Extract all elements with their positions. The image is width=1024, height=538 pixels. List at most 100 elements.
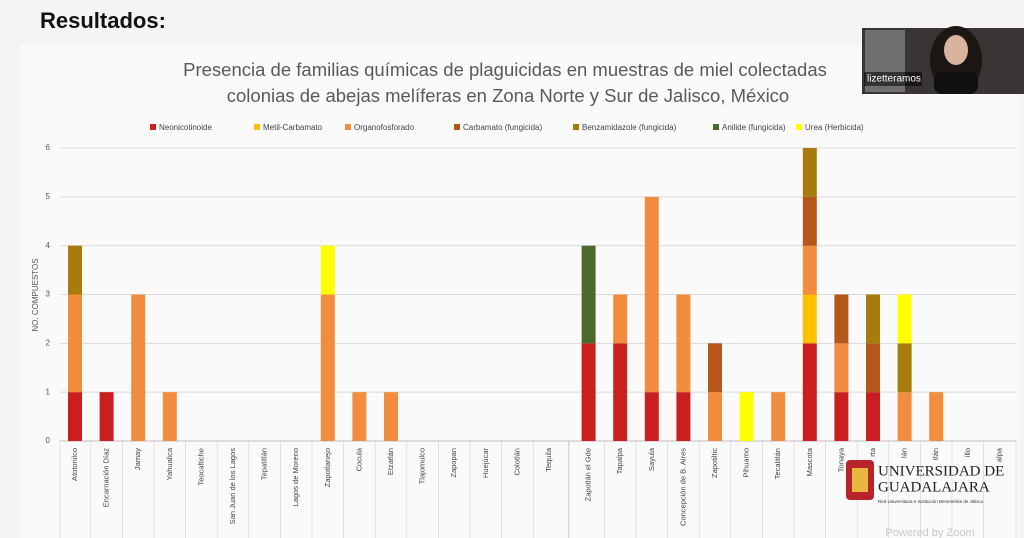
x-tick-label: Etzatlán: [386, 448, 395, 475]
watermark: Powered by Zoom: [885, 527, 974, 538]
x-tick-label: alpa: [994, 447, 1003, 462]
bar-segment: [131, 294, 146, 441]
x-tick-label: Jamay: [133, 448, 142, 470]
x-tick-label: Zapotiltic: [710, 448, 719, 478]
bar-segment: [802, 196, 817, 246]
bar-segment: [708, 392, 722, 441]
bar-segment: [834, 343, 849, 393]
x-tick-label: San Juan de los Lagos: [228, 448, 237, 525]
webcam-face: [944, 35, 968, 65]
legend-swatch: [454, 124, 460, 130]
x-tick-label: Mascota: [805, 447, 814, 476]
x-tick-label: Zapopan: [449, 448, 458, 478]
x-tick-label: Tequila: [544, 447, 553, 472]
legend-label: Carbamato (fungicida): [463, 123, 542, 132]
slide-heading: Resultados:: [40, 8, 166, 33]
x-tick-label: Encarnación Díaz: [102, 448, 111, 507]
bar-segment: [384, 392, 398, 441]
bar-segment: [708, 343, 722, 393]
x-tick-label: lán: [900, 448, 909, 458]
x-tick-label: Atotonilco: [70, 448, 79, 481]
bar-segment: [581, 343, 596, 441]
bar-segment: [771, 392, 786, 441]
x-tick-label: Yahualica: [165, 447, 174, 480]
y-tick-label: 0: [46, 436, 51, 445]
legend-swatch: [796, 124, 802, 130]
bar-segment: [866, 294, 880, 344]
x-tick-label: Lagos de Moreno: [291, 448, 300, 506]
bar-segment: [897, 392, 912, 441]
bar-segment: [613, 343, 628, 441]
bar-segment: [834, 294, 849, 344]
legend-label: Neonicotinoide: [159, 123, 212, 132]
x-tick-label: Tapalpa: [615, 447, 624, 474]
x-tick-label: rta: [868, 447, 877, 457]
x-tick-label: tlán: [931, 448, 940, 460]
bar-segment: [320, 294, 335, 441]
x-tick-label: Sayula: [647, 447, 656, 471]
legend-swatch: [345, 124, 351, 130]
bar-segment: [866, 392, 880, 441]
y-tick-label: 4: [46, 241, 51, 250]
legend-swatch: [713, 124, 719, 130]
plot: 0 1 2 3 4 5 6 Neonicotinoide Metil-Carbamato Orga…: [46, 123, 1017, 538]
bar-segment: [644, 196, 659, 393]
bar-segment: [897, 294, 912, 344]
participant-name: lizetteramos: [867, 74, 921, 85]
bar-segment: [802, 343, 817, 441]
legend-label: Organofosforado: [354, 123, 415, 132]
logo-tagline: Red Universitaria e Institución Beneméri…: [878, 499, 984, 504]
bar-segment: [676, 294, 691, 393]
bar-segment: [802, 294, 817, 344]
bar-segment: [834, 392, 849, 441]
legend-swatch: [254, 124, 260, 130]
legend-label: Metil-Carbamato: [263, 123, 323, 132]
bar-segment: [929, 392, 944, 441]
x-tick-label: illo: [963, 448, 972, 457]
chart-title: colonias de abejas melíferas en Zona Nor…: [227, 85, 789, 106]
x-tick-label: Pihuamo: [742, 448, 751, 478]
bar-segment: [99, 392, 114, 441]
x-tick-label: Tecalitlán: [773, 448, 782, 479]
logo-text: GUADALAJARA: [878, 479, 990, 495]
x-tick-label: Zapotlán el Gde: [584, 448, 593, 501]
bar-segment: [162, 392, 177, 441]
x-tick-label: Cocula: [354, 447, 363, 471]
webcam-body: [934, 72, 978, 94]
legend-swatch: [150, 124, 156, 130]
bar-segment: [866, 343, 880, 393]
y-tick-label: 1: [46, 387, 51, 396]
bar-segment: [581, 245, 596, 344]
bar-segment: [352, 392, 367, 441]
legend-label: Urea (Herbicida): [805, 123, 864, 132]
y-tick-label: 3: [46, 290, 51, 299]
bar-segment: [644, 392, 659, 441]
y-tick-label: 6: [46, 143, 51, 152]
x-tick-label: Tlajomulco: [418, 448, 427, 484]
x-tick-label: Tepatitlán: [260, 448, 269, 480]
bar-segment: [68, 245, 82, 295]
legend-label: Benzamidazole (fungicida): [582, 123, 677, 132]
bar-segment: [676, 392, 691, 441]
legend-label: Anilide (fungicida): [722, 123, 786, 132]
y-tick-label: 2: [46, 338, 51, 347]
bar-segment: [802, 148, 817, 197]
bar-segment: [802, 245, 817, 295]
x-tick-label: Concepción de B. Aires: [678, 448, 687, 526]
x-tick-label: Teocaltiche: [196, 448, 205, 486]
logo: UNIVERSIDAD DE GUADALAJARA Red Universit…: [846, 460, 1004, 504]
webcam: lizetteramos: [862, 26, 1024, 94]
x-tick-label: Zapotlanejo: [323, 448, 332, 487]
x-tick-label: Huejúcar: [481, 447, 490, 478]
x-tick-label: Colotlán: [512, 448, 521, 476]
bar-segment: [739, 392, 754, 441]
logo-text: UNIVERSIDAD DE: [878, 463, 1004, 479]
bar-segment: [68, 294, 82, 393]
y-tick-label: 5: [46, 192, 51, 201]
y-axis-label: NO. COMPUESTOS: [31, 258, 40, 331]
chart-title: Presencia de familias químicas de plagui…: [183, 59, 827, 80]
participant-badge: [864, 72, 922, 86]
logo-emblem: [852, 468, 868, 492]
bar-segment: [897, 343, 912, 393]
